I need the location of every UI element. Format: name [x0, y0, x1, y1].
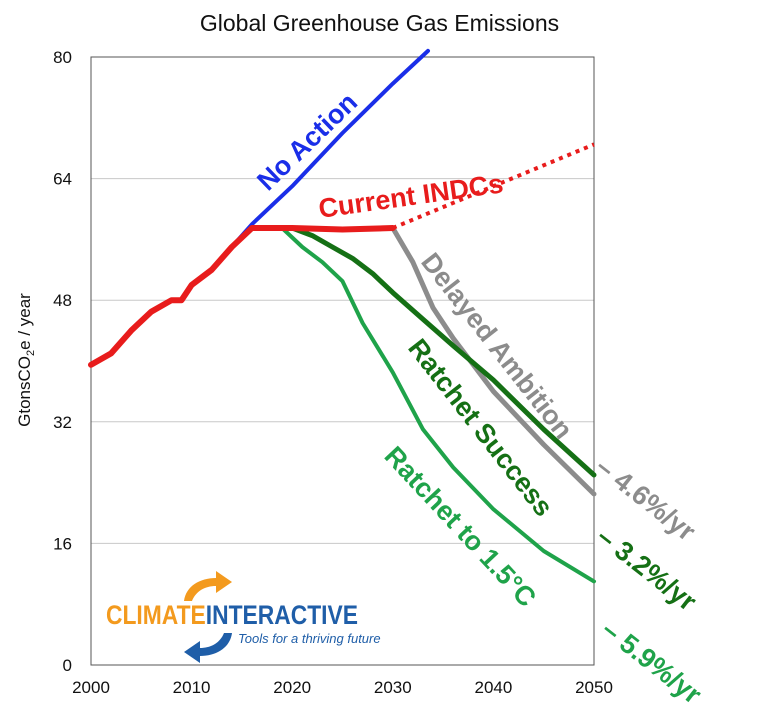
label-no-action: No Action: [251, 87, 363, 196]
y-tick-0: 0: [63, 656, 72, 675]
x-tick-labels: 2000 2010 2020 2030 2040 2050: [72, 678, 613, 697]
y-tick-labels: 0 16 32 48 64 80: [53, 48, 72, 675]
logo-tagline: Tools for a thriving future: [238, 631, 381, 646]
y-tick-32: 32: [53, 413, 72, 432]
series-ratchet-success: [289, 225, 597, 478]
climate-interactive-logo: CLIMATEINTERACTIVE Tools for a thriving …: [106, 571, 381, 663]
x-tick-2030: 2030: [374, 678, 412, 697]
y-tick-16: 16: [53, 534, 72, 553]
y-tick-48: 48: [53, 291, 72, 310]
y-tick-64: 64: [53, 170, 72, 189]
label-current-indcs: Current INDCs: [317, 168, 505, 224]
x-tick-2040: 2040: [474, 678, 512, 697]
svg-text:CLIMATEINTERACTIVE: CLIMATEINTERACTIVE: [106, 600, 358, 630]
x-tick-2010: 2010: [173, 678, 211, 697]
series-current-indcs-extension: [392, 142, 595, 230]
logo-word-climate: CLIMATE: [106, 600, 206, 630]
rate-ratchet-15: – 5.9%/yr: [596, 614, 707, 710]
logo-orange-arrow: [184, 571, 232, 601]
logo-word-interactive: INTERACTIVE: [206, 600, 358, 630]
chart-title: Global Greenhouse Gas Emissions: [199, 10, 560, 36]
x-tick-2020: 2020: [273, 678, 311, 697]
logo-blue-arrow: [184, 633, 232, 663]
series-current-indcs: [88, 225, 396, 368]
y-tick-80: 80: [53, 48, 72, 67]
label-delayed-ambition: Delayed Ambition: [415, 247, 578, 444]
series-ratchet-to-1-5-c: [280, 226, 596, 584]
x-tick-2000: 2000: [72, 678, 110, 697]
plot-area: [90, 56, 595, 666]
series-lines: [88, 48, 597, 584]
x-tick-2050: 2050: [575, 678, 613, 697]
